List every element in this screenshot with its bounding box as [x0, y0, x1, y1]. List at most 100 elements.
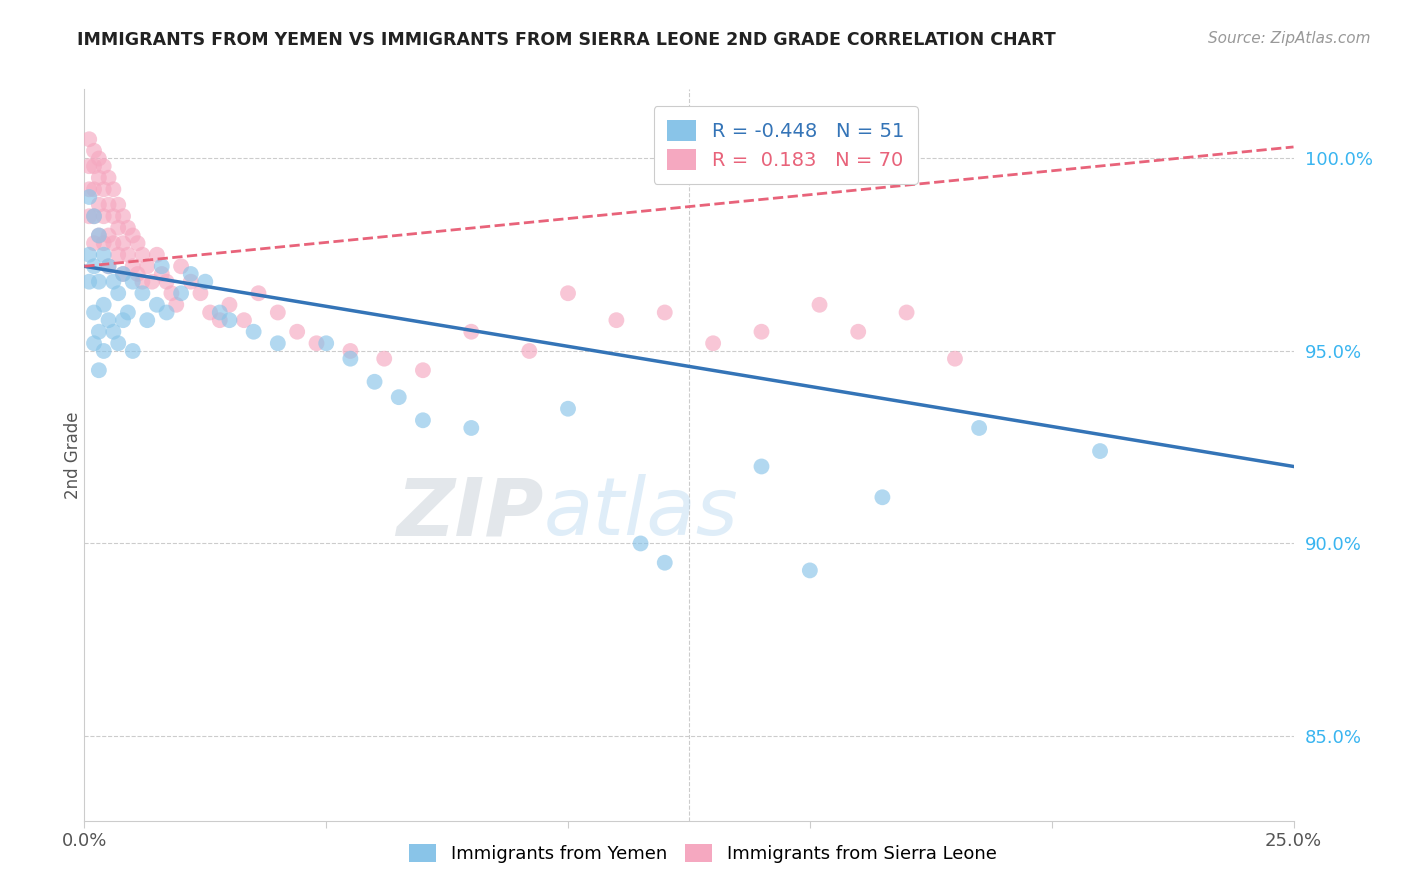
- Point: [83, 305, 105, 319]
- Point: [155, 305, 177, 319]
- Point: [141, 275, 163, 289]
- Point: [77, 190, 100, 204]
- Point: [127, 236, 149, 251]
- Point: [83, 159, 105, 173]
- Point: [97, 313, 120, 327]
- Point: [87, 363, 110, 377]
- Point: [103, 275, 125, 289]
- Point: [190, 286, 212, 301]
- Point: [83, 144, 105, 158]
- Point: [97, 170, 120, 185]
- Point: [77, 159, 100, 173]
- Point: [97, 260, 120, 274]
- Point: [93, 343, 115, 358]
- Point: [846, 325, 869, 339]
- Point: [150, 267, 173, 281]
- Point: [121, 228, 143, 243]
- Point: [198, 305, 221, 319]
- Point: [127, 267, 149, 281]
- Point: [943, 351, 966, 366]
- Point: [87, 197, 110, 211]
- Point: [872, 490, 894, 504]
- Point: [150, 260, 173, 274]
- Point: [339, 351, 361, 366]
- Point: [218, 298, 240, 312]
- Point: [103, 209, 125, 223]
- Point: [93, 248, 115, 262]
- Point: [121, 260, 143, 274]
- Point: [131, 275, 153, 289]
- Point: [460, 421, 482, 435]
- Legend: R = -0.448   N = 51, R =  0.183   N = 70: R = -0.448 N = 51, R = 0.183 N = 70: [654, 106, 918, 184]
- Point: [131, 248, 153, 262]
- Point: [107, 286, 129, 301]
- Point: [808, 298, 831, 312]
- Point: [103, 182, 125, 196]
- Point: [83, 336, 105, 351]
- Point: [630, 536, 652, 550]
- Point: [460, 325, 482, 339]
- Point: [146, 248, 169, 262]
- Point: [97, 260, 120, 274]
- Point: [103, 236, 125, 251]
- Point: [967, 421, 990, 435]
- Point: [112, 267, 135, 281]
- Point: [112, 267, 135, 281]
- Point: [1088, 444, 1111, 458]
- Point: [112, 209, 135, 223]
- Point: [194, 275, 217, 289]
- Point: [87, 170, 110, 185]
- Point: [77, 209, 100, 223]
- Point: [117, 248, 139, 262]
- Point: [339, 343, 361, 358]
- Point: [107, 197, 129, 211]
- Point: [702, 336, 724, 351]
- Point: [247, 286, 270, 301]
- Point: [87, 325, 110, 339]
- Point: [751, 325, 773, 339]
- Point: [83, 209, 105, 223]
- Point: [83, 182, 105, 196]
- Point: [103, 325, 125, 339]
- Text: atlas: atlas: [544, 475, 738, 552]
- Point: [93, 298, 115, 312]
- Point: [121, 275, 143, 289]
- Point: [180, 275, 202, 289]
- Point: [557, 401, 579, 416]
- Point: [180, 267, 202, 281]
- Point: [165, 298, 187, 312]
- Point: [242, 325, 264, 339]
- Point: [208, 313, 231, 327]
- Point: [155, 275, 177, 289]
- Point: [117, 305, 139, 319]
- Point: [93, 236, 115, 251]
- Point: [77, 275, 100, 289]
- Point: [285, 325, 308, 339]
- Point: [83, 260, 105, 274]
- Point: [87, 275, 110, 289]
- Point: [654, 556, 676, 570]
- Point: [97, 228, 120, 243]
- Point: [87, 228, 110, 243]
- Point: [605, 313, 627, 327]
- Point: [146, 298, 169, 312]
- Point: [412, 363, 434, 377]
- Point: [218, 313, 240, 327]
- Point: [87, 152, 110, 166]
- Point: [751, 459, 773, 474]
- Point: [136, 313, 159, 327]
- Text: ZIP: ZIP: [396, 475, 544, 552]
- Point: [136, 260, 159, 274]
- Point: [388, 390, 411, 404]
- Point: [896, 305, 918, 319]
- Point: [107, 248, 129, 262]
- Point: [305, 336, 328, 351]
- Point: [267, 305, 290, 319]
- Point: [160, 286, 183, 301]
- Point: [117, 220, 139, 235]
- Point: [315, 336, 337, 351]
- Point: [170, 260, 193, 274]
- Point: [131, 286, 153, 301]
- Point: [93, 159, 115, 173]
- Point: [373, 351, 395, 366]
